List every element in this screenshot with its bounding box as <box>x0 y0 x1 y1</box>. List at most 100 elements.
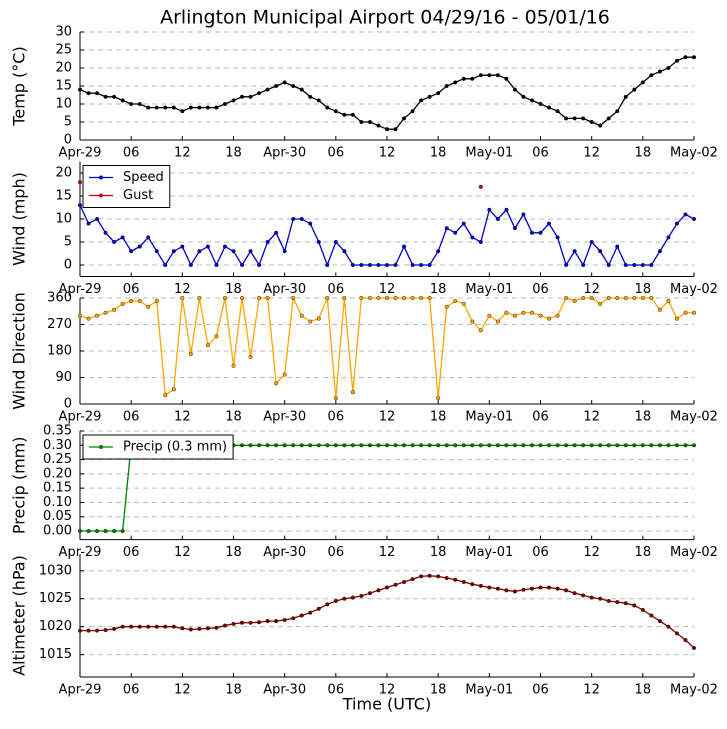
data-point <box>436 249 441 254</box>
data-point <box>222 296 227 301</box>
x-tick-label: 18 <box>225 545 242 560</box>
data-point <box>180 109 185 114</box>
y-tick-label: 360 <box>47 291 72 306</box>
data-point <box>419 98 424 103</box>
x-tick-label: 12 <box>379 410 396 425</box>
data-point <box>308 443 313 448</box>
data-point <box>538 230 543 235</box>
data-point <box>163 393 168 398</box>
data-point <box>120 98 125 103</box>
data-point <box>205 244 210 249</box>
x-tick-label: May-02 <box>670 146 718 161</box>
y-axis-label: Temp (°C) <box>10 46 29 126</box>
x-tick-label: 18 <box>430 410 447 425</box>
data-point <box>393 127 398 132</box>
data-point <box>581 263 586 268</box>
data-point <box>77 628 82 633</box>
data-point <box>487 443 492 448</box>
data-point <box>632 87 637 92</box>
x-tick-label: 12 <box>583 146 600 161</box>
data-point <box>77 180 82 185</box>
data-point <box>180 626 185 631</box>
x-tick-label: 18 <box>635 545 652 560</box>
data-point <box>333 598 338 603</box>
data-point <box>402 244 407 249</box>
data-point <box>674 58 679 63</box>
data-point <box>376 123 381 128</box>
data-point <box>240 620 245 625</box>
x-tick-label: 12 <box>174 410 191 425</box>
data-point <box>487 313 492 318</box>
data-point <box>470 443 475 448</box>
x-tick-label: 06 <box>328 410 345 425</box>
x-tick-label: 18 <box>430 282 447 297</box>
data-point <box>521 94 526 99</box>
data-point <box>666 235 671 240</box>
data-point <box>103 230 108 235</box>
data-point <box>478 239 483 244</box>
data-point <box>282 617 287 622</box>
legend-marker <box>99 193 103 198</box>
data-point <box>640 607 645 612</box>
data-point <box>666 65 671 70</box>
data-point <box>265 296 270 301</box>
data-point <box>367 263 372 268</box>
data-point <box>606 443 611 448</box>
data-point <box>291 296 296 301</box>
x-tick-label: Apr-30 <box>263 146 306 161</box>
data-point <box>376 263 381 268</box>
data-point <box>547 316 552 321</box>
data-point <box>649 613 654 618</box>
x-tick-label: 18 <box>225 282 242 297</box>
x-tick-label: 06 <box>328 146 345 161</box>
y-tick-label: 25 <box>55 43 72 58</box>
data-point <box>427 263 432 268</box>
y-tick-label: 20 <box>55 166 72 181</box>
series-line <box>79 204 695 267</box>
data-point <box>342 296 347 301</box>
data-point <box>214 263 219 268</box>
data-point <box>461 76 466 81</box>
data-point <box>419 263 424 268</box>
data-point <box>154 624 159 629</box>
data-point <box>470 582 475 587</box>
x-tick-label: 06 <box>123 410 140 425</box>
data-point <box>657 619 662 624</box>
data-point <box>359 296 364 301</box>
data-point <box>146 235 151 240</box>
data-point <box>640 263 645 268</box>
data-point <box>95 313 100 318</box>
x-tick-label: 06 <box>328 683 345 698</box>
y-tick-label: 180 <box>47 344 72 359</box>
x-tick-label: Apr-29 <box>59 545 102 560</box>
x-tick-label: 18 <box>635 410 652 425</box>
data-point <box>393 296 398 301</box>
data-point <box>640 80 645 85</box>
data-point <box>367 119 372 124</box>
data-point <box>692 443 697 448</box>
data-point <box>419 443 424 448</box>
data-point <box>598 443 603 448</box>
x-tick-label: May-02 <box>670 683 718 698</box>
x-tick-label: 06 <box>123 683 140 698</box>
data-point <box>282 443 287 448</box>
data-point <box>564 263 569 268</box>
data-point <box>692 645 697 650</box>
data-point <box>512 313 517 318</box>
data-point <box>555 313 560 318</box>
data-point <box>137 624 142 629</box>
data-point <box>350 443 355 448</box>
x-tick-label: May-02 <box>670 410 718 425</box>
data-point <box>606 116 611 121</box>
data-point <box>521 310 526 315</box>
data-point <box>350 595 355 600</box>
data-point <box>683 638 688 643</box>
data-point <box>342 443 347 448</box>
data-point <box>214 334 219 339</box>
x-tick-label: 18 <box>225 683 242 698</box>
data-point <box>436 91 441 96</box>
data-point <box>683 55 688 60</box>
data-point <box>103 94 108 99</box>
y-tick-label: 0 <box>64 397 72 412</box>
x-tick-label: 12 <box>583 683 600 698</box>
